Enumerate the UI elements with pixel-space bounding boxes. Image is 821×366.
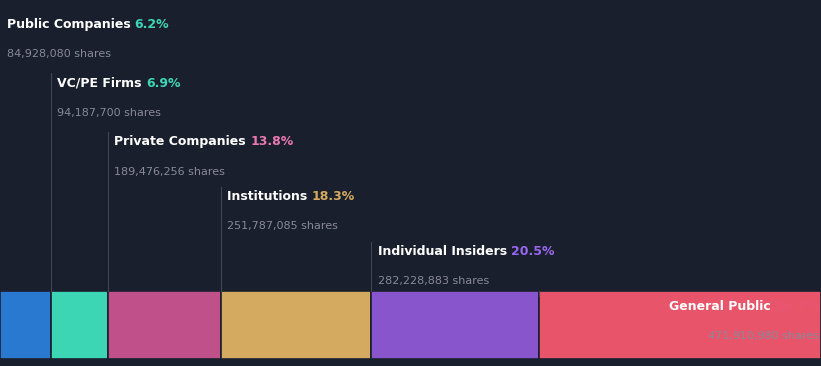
Text: 18.3%: 18.3% bbox=[312, 190, 355, 203]
Text: 13.8%: 13.8% bbox=[250, 135, 293, 149]
Text: 189,476,256 shares: 189,476,256 shares bbox=[114, 167, 225, 176]
Text: Institutions: Institutions bbox=[227, 190, 312, 203]
Bar bbox=[539, 291, 821, 359]
Bar bbox=[51, 291, 108, 359]
Text: 84,928,080 shares: 84,928,080 shares bbox=[7, 49, 111, 59]
Text: 6.2%: 6.2% bbox=[135, 18, 169, 31]
Text: VC/PE Firms: VC/PE Firms bbox=[57, 77, 146, 90]
Text: 282,228,883 shares: 282,228,883 shares bbox=[378, 276, 489, 286]
Bar bbox=[0, 291, 51, 359]
Text: 251,787,085 shares: 251,787,085 shares bbox=[227, 221, 338, 231]
Text: 471,910,980 shares: 471,910,980 shares bbox=[708, 331, 819, 341]
Text: 6.9%: 6.9% bbox=[146, 77, 181, 90]
Text: 94,187,700 shares: 94,187,700 shares bbox=[57, 108, 162, 118]
Text: General Public: General Public bbox=[669, 300, 775, 313]
Bar bbox=[371, 291, 539, 359]
Text: 20.5%: 20.5% bbox=[511, 245, 555, 258]
Bar bbox=[221, 291, 371, 359]
Bar bbox=[108, 291, 221, 359]
Text: Private Companies: Private Companies bbox=[114, 135, 250, 149]
Text: Public Companies: Public Companies bbox=[7, 18, 135, 31]
Text: 34.3%: 34.3% bbox=[775, 300, 819, 313]
Text: Individual Insiders: Individual Insiders bbox=[378, 245, 511, 258]
